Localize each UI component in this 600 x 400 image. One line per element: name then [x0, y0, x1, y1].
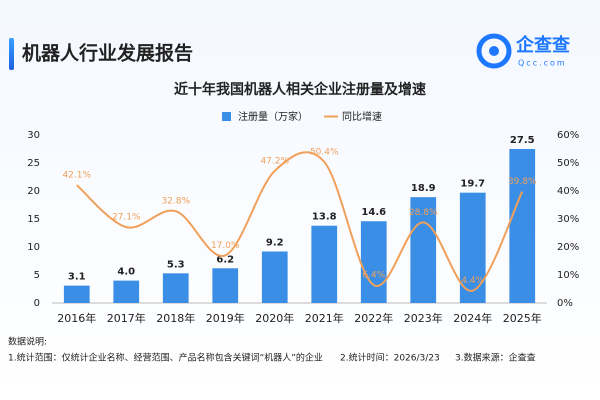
note: 3.数据来源：企查查 [455, 352, 536, 364]
bar [410, 197, 437, 303]
y2-tick-label: 60% [557, 130, 579, 141]
y2-tick-label: 50% [557, 158, 579, 169]
y2-tick-label: 40% [557, 186, 579, 197]
legend-swatch [222, 112, 231, 121]
bar-value-label: 19.7 [460, 179, 485, 190]
y-tick-label: 20 [27, 186, 40, 197]
x-tick-label: 2024年 [453, 311, 492, 325]
bar [311, 225, 338, 303]
y-tick-label: 30 [27, 130, 40, 141]
bar [509, 149, 536, 303]
x-tick-label: 2016年 [57, 311, 96, 325]
bar-value-label: 3.1 [68, 272, 86, 283]
line-value-label: 28.8% [409, 208, 438, 218]
y-tick-label: 0 [34, 298, 40, 309]
bar [113, 280, 140, 303]
x-tick-label: 2019年 [206, 311, 245, 325]
y-tick-label: 5 [34, 270, 40, 281]
logo: 企查查 Qcc.com [476, 33, 570, 69]
bar-value-label: 6.2 [216, 254, 234, 265]
bar-value-label: 13.8 [312, 212, 337, 223]
bar [212, 268, 239, 303]
x-tick-label: 2018年 [156, 311, 195, 325]
x-tick-label: 2025年 [503, 311, 542, 325]
bar-value-label: 9.2 [266, 237, 284, 248]
x-tick-label: 2017年 [107, 311, 146, 325]
plot: 0 5 10 15 20 25 30 0% 10% 20% 30% 40% 50% 60% 2016年 201… [27, 130, 579, 325]
note: 数据说明: [8, 336, 47, 348]
legend-label: 同比增速 [342, 110, 382, 123]
line-value-label: 39.8% [508, 177, 537, 187]
logo-domain: Qcc.com [518, 59, 567, 68]
chart-title: 近十年我国机器人相关企业注册量及增速 [174, 81, 426, 98]
bar-value-label: 14.6 [361, 207, 386, 218]
x-tick-label: 2022年 [354, 311, 393, 325]
line-value-label: 47.2% [260, 156, 289, 166]
y2-tick-label: 20% [557, 242, 579, 253]
bar-value-label: 27.5 [510, 135, 535, 146]
growth-line [76, 151, 524, 292]
note: 1.统计范围：仅统计企业名称、经营范围、产品名称包含关键词“机器人”的企业 [8, 352, 323, 364]
y-tick-label: 25 [27, 158, 40, 169]
logo-icon-dot [489, 46, 499, 56]
line-value-label: 42.1% [62, 171, 91, 181]
bar [162, 273, 189, 303]
line-value-label: 6.4% [362, 271, 385, 281]
bar [261, 251, 288, 303]
line-value-label: 32.8% [161, 197, 190, 207]
x-tick-label: 2023年 [404, 311, 443, 325]
bar [63, 285, 90, 303]
header-accent [9, 38, 14, 70]
y2-tick-label: 0% [557, 298, 573, 309]
x-tick-label: 2020年 [255, 311, 294, 325]
legend-label: 注册量（万家） [238, 110, 308, 123]
bar [360, 221, 387, 303]
note: 2.统计时间：2026/3/23 [340, 352, 440, 364]
line-value-label: 17.0% [211, 241, 240, 251]
y2-tick-label: 30% [557, 214, 579, 225]
bar-value-label: 4.0 [117, 267, 135, 278]
line-value-label: 50.4% [310, 147, 339, 157]
line-value-label: 27.1% [112, 213, 141, 223]
line-value-label: 4.4% [461, 276, 484, 286]
y-tick-label: 15 [27, 214, 40, 225]
bar-value-label: 5.3 [167, 259, 185, 270]
legend: 注册量（万家） 同比增速 [222, 110, 382, 123]
y-tick-label: 10 [27, 242, 40, 253]
bar-value-label: 18.9 [411, 183, 436, 194]
x-tick-label: 2021年 [305, 311, 344, 325]
logo-icon [476, 33, 512, 69]
header-title: 机器人行业发展报告 [22, 42, 193, 65]
logo-name: 企查查 [515, 34, 570, 56]
y2-tick-label: 10% [557, 270, 579, 281]
